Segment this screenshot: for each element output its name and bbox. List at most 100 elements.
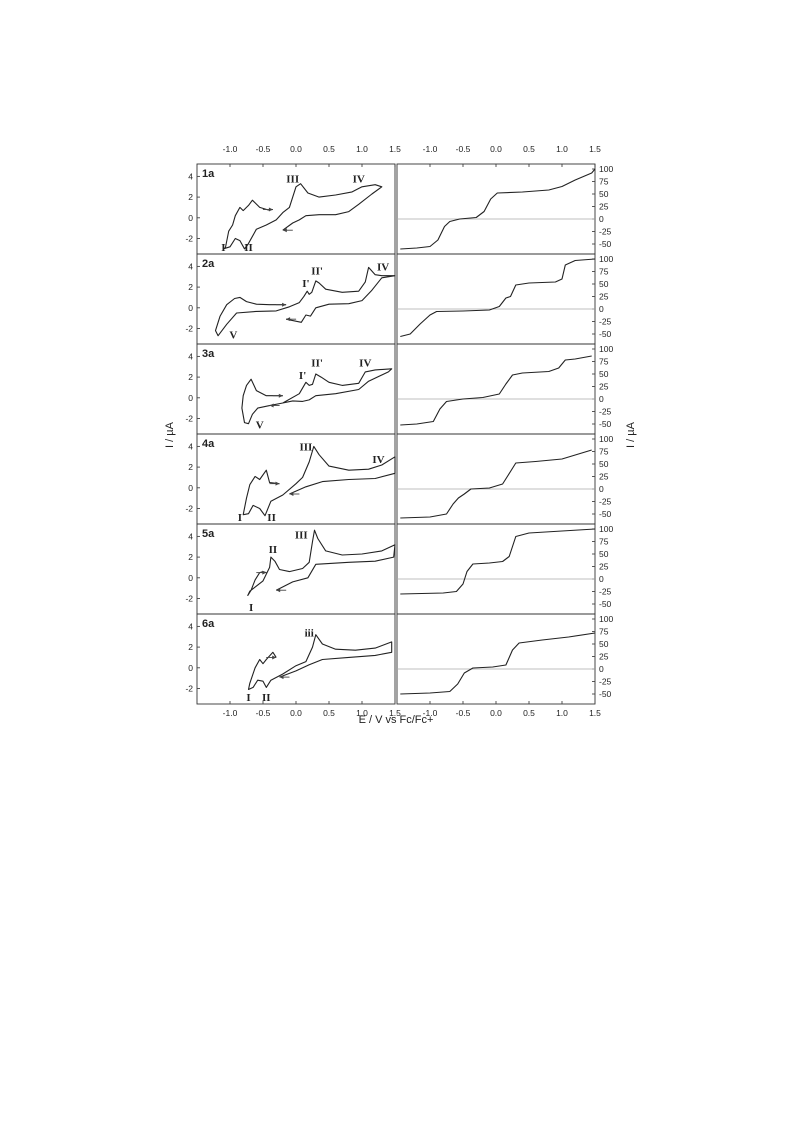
right-y-tick-label: 75 bbox=[599, 267, 609, 277]
scan-direction-arrowhead bbox=[268, 207, 273, 212]
left-y-tick-label: 2 bbox=[188, 642, 193, 652]
top-x-tick-label-right: -1.0 bbox=[423, 144, 438, 154]
cv-trace-4a bbox=[242, 445, 396, 517]
right-y-tick-label: 75 bbox=[599, 447, 609, 457]
right-y-tick-label: -25 bbox=[599, 227, 612, 237]
hydro-frame bbox=[396, 523, 596, 615]
top-x-tick-label-left: 0.5 bbox=[323, 144, 335, 154]
top-x-tick-label-right: 0.0 bbox=[490, 144, 502, 154]
right-y-tick-label: 0 bbox=[599, 484, 604, 494]
peak-label: IV bbox=[353, 173, 365, 185]
top-x-tick-label-right: 0.5 bbox=[523, 144, 535, 154]
top-x-tick-label-left: 1.5 bbox=[389, 144, 401, 154]
left-y-tick-label: 2 bbox=[188, 282, 193, 292]
hydrodynamic-trace-2a bbox=[400, 258, 596, 338]
left-y-tick-label: 0 bbox=[188, 663, 193, 673]
right-y-tick-label: 50 bbox=[599, 279, 609, 289]
scan-direction-arrowhead bbox=[275, 481, 280, 486]
right-y-tick-label: -25 bbox=[599, 587, 612, 597]
left-y-tick-label: 0 bbox=[188, 303, 193, 313]
right-y-tick-label: -50 bbox=[599, 239, 612, 249]
panel-label: 2a bbox=[202, 258, 215, 270]
hydrodynamic-trace-3a bbox=[400, 355, 592, 426]
panel-label: 4a bbox=[202, 438, 215, 450]
bottom-x-tick-label-right: -1.0 bbox=[423, 708, 438, 718]
peak-label: III bbox=[286, 173, 299, 185]
left-y-tick-label: 4 bbox=[188, 531, 193, 541]
hydro-frame bbox=[396, 343, 596, 435]
peak-label: IV bbox=[372, 454, 384, 466]
left-y-tick-label: 2 bbox=[188, 462, 193, 472]
right-y-tick-label: -50 bbox=[599, 329, 612, 339]
top-x-tick-label-left: 0.0 bbox=[290, 144, 302, 154]
right-y-tick-label: 0 bbox=[599, 214, 604, 224]
right-y-tick-label: 25 bbox=[599, 652, 609, 662]
right-y-tick-label: 50 bbox=[599, 369, 609, 379]
right-y-tick-label: 50 bbox=[599, 549, 609, 559]
top-x-tick-label-left: -1.0 bbox=[223, 144, 238, 154]
hydrodynamic-trace-4a bbox=[400, 449, 592, 519]
left-y-tick-label: 0 bbox=[188, 573, 193, 583]
peak-label: V bbox=[229, 330, 237, 342]
left-y-axis-title: I / µA bbox=[164, 421, 176, 448]
top-x-tick-label-left: -0.5 bbox=[256, 144, 271, 154]
panel-3a: 4 2 0 -2 100 75 50 25 0 -25 -50 3a I' II' IV V bbox=[185, 343, 613, 435]
right-y-tick-label: 50 bbox=[599, 639, 609, 649]
bottom-x-tick-label-left: 0.0 bbox=[290, 708, 302, 718]
bottom-x-tick-label-left: -0.5 bbox=[256, 708, 271, 718]
right-y-tick-label: 75 bbox=[599, 177, 609, 187]
left-y-tick-label: 0 bbox=[188, 393, 193, 403]
bottom-x-axis: -1.0 -0.5 0.0 0.5 1.0 1.5 -1.0 -0.5 0.0 0.5 1.0 1.5 bbox=[223, 701, 601, 718]
cv-trace-1a bbox=[222, 183, 383, 250]
bottom-x-tick-label-right: 1.5 bbox=[589, 708, 601, 718]
right-y-tick-label: 75 bbox=[599, 357, 609, 367]
scan-direction-arrowhead bbox=[278, 393, 283, 398]
cv-trace-5a bbox=[247, 529, 396, 596]
left-y-tick-label: -2 bbox=[185, 593, 193, 603]
bottom-x-tick-label-left: 0.5 bbox=[323, 708, 335, 718]
peak-label: III bbox=[299, 441, 312, 453]
scan-direction-arrowhead bbox=[282, 302, 287, 307]
top-x-tick-label-right: 1.5 bbox=[589, 144, 601, 154]
cv-frame bbox=[196, 253, 396, 345]
right-y-tick-label: 25 bbox=[599, 292, 609, 302]
panel-label: 1a bbox=[202, 168, 215, 180]
peak-label: iii bbox=[305, 628, 314, 640]
reverse-scan-arrowhead bbox=[286, 317, 291, 322]
left-y-tick-label: 0 bbox=[188, 483, 193, 493]
top-x-tick-label-left: 1.0 bbox=[356, 144, 368, 154]
peak-label: II bbox=[267, 512, 276, 524]
right-y-tick-label: -25 bbox=[599, 497, 612, 507]
right-y-tick-label: 100 bbox=[599, 344, 613, 354]
hydro-frame bbox=[396, 253, 596, 345]
cv-trace-3a bbox=[241, 368, 393, 425]
cv-trace-6a bbox=[247, 634, 393, 691]
hydrodynamic-trace-1a bbox=[400, 168, 596, 250]
right-y-tick-label: -50 bbox=[599, 509, 612, 519]
right-y-tick-label: 25 bbox=[599, 562, 609, 572]
left-y-tick-label: 2 bbox=[188, 552, 193, 562]
cv-frame bbox=[196, 613, 396, 705]
right-y-tick-label: 100 bbox=[599, 434, 613, 444]
left-y-tick-label: 4 bbox=[188, 441, 193, 451]
right-y-tick-label: 0 bbox=[599, 304, 604, 314]
bottom-x-tick-label-right: -0.5 bbox=[456, 708, 471, 718]
peak-label: IV bbox=[359, 358, 371, 370]
left-y-tick-label: -2 bbox=[185, 413, 193, 423]
bottom-x-tick-label-right: 0.0 bbox=[490, 708, 502, 718]
left-y-tick-label: -2 bbox=[185, 503, 193, 513]
peak-label: I bbox=[249, 602, 253, 614]
right-y-tick-label: 50 bbox=[599, 189, 609, 199]
right-y-tick-label: 100 bbox=[599, 614, 613, 624]
right-y-tick-label: -25 bbox=[599, 407, 612, 417]
peak-label: II' bbox=[311, 266, 323, 278]
peak-label: I bbox=[238, 512, 242, 524]
peak-label: I bbox=[246, 692, 250, 704]
peak-label: II bbox=[262, 692, 271, 704]
right-y-tick-label: 25 bbox=[599, 472, 609, 482]
top-x-axis: -1.0 -0.5 0.0 0.5 1.0 1.5 -1.0 -0.5 0.0 0.5 1.0 1.5 bbox=[223, 144, 601, 167]
right-y-tick-label: -25 bbox=[599, 677, 612, 687]
